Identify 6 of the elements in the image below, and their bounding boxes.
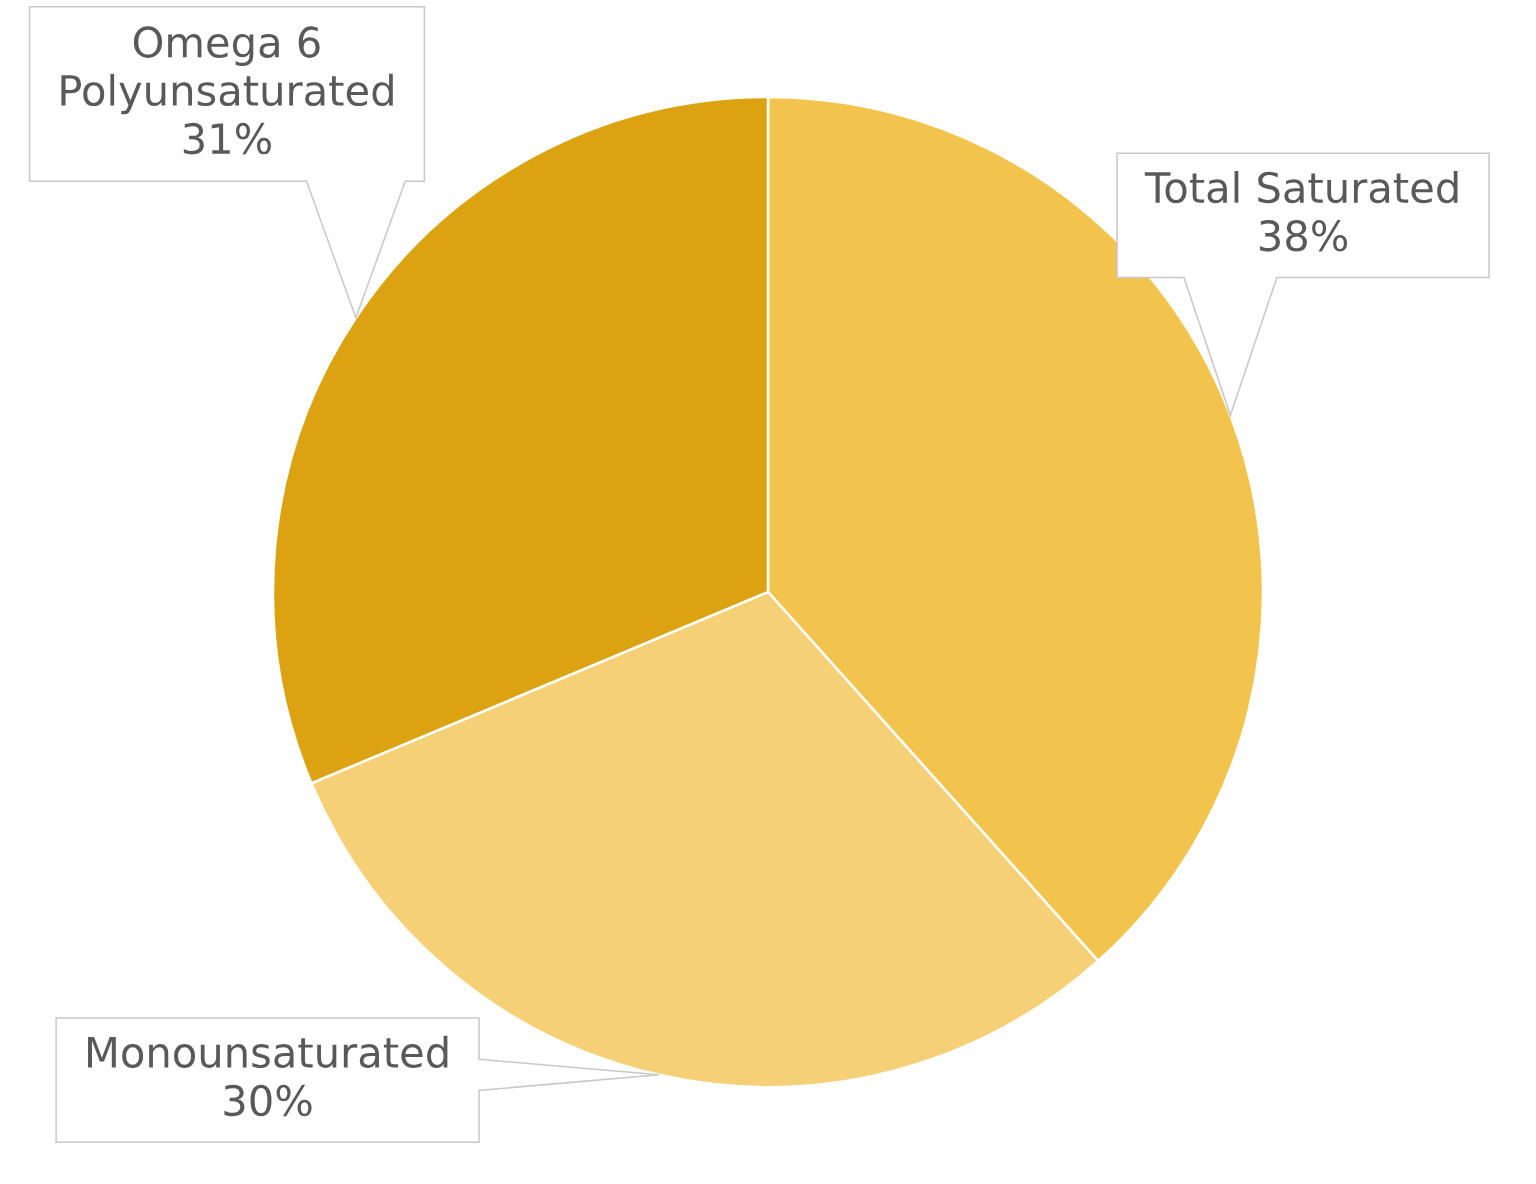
slice-label: Monounsaturated (88, 1035, 448, 1069)
data-label: 38% (1259, 220, 1348, 252)
data-label: 30% (224, 1084, 312, 1117)
data-label: 31% (183, 122, 271, 155)
slice-label: Omega 6 Polyunsaturated (61, 26, 393, 115)
slice-label: Total Saturated (1144, 171, 1458, 204)
